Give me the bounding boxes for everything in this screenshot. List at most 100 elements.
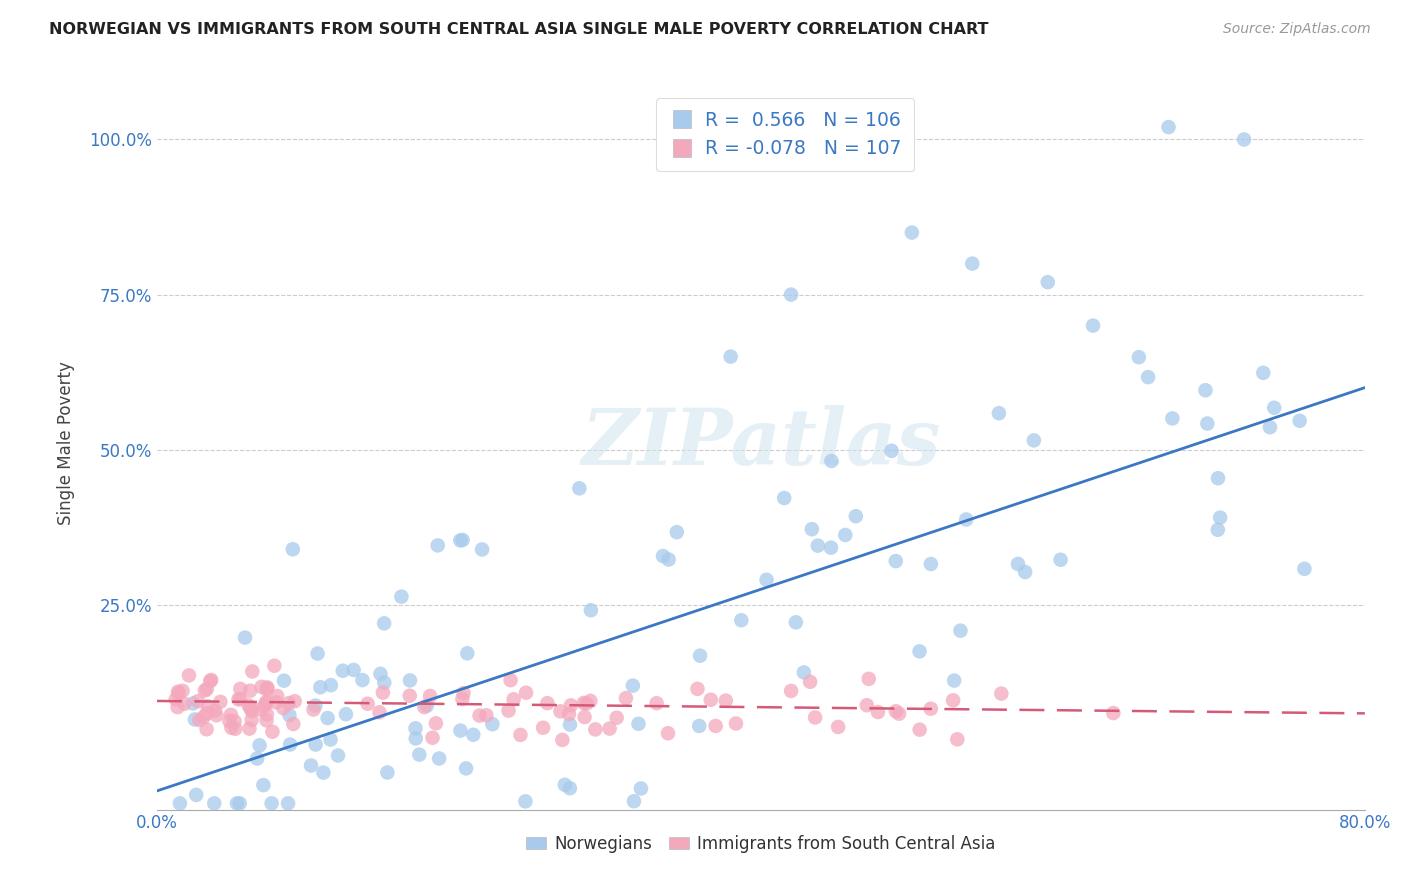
- Point: [820, 454, 842, 468]
- Point: [554, 778, 576, 792]
- Text: ZIPatlas: ZIPatlas: [581, 405, 941, 482]
- Point: [221, 721, 243, 735]
- Point: [1081, 318, 1104, 333]
- Point: [204, 704, 226, 718]
- Point: [256, 681, 278, 696]
- Point: [304, 738, 326, 752]
- Point: [254, 695, 277, 709]
- Point: [218, 714, 240, 728]
- Point: [1128, 350, 1150, 364]
- Point: [558, 717, 581, 731]
- Point: [714, 693, 737, 707]
- Point: [550, 704, 572, 718]
- Point: [233, 631, 256, 645]
- Point: [239, 683, 262, 698]
- Point: [193, 710, 215, 724]
- Point: [773, 491, 796, 505]
- Point: [579, 694, 602, 708]
- Point: [793, 665, 815, 680]
- Point: [1022, 434, 1045, 448]
- Point: [166, 700, 188, 714]
- Point: [273, 673, 295, 688]
- Point: [200, 673, 222, 687]
- Point: [1007, 557, 1029, 571]
- Point: [312, 765, 335, 780]
- Point: [195, 706, 218, 721]
- Point: [398, 689, 420, 703]
- Point: [253, 698, 276, 713]
- Point: [908, 644, 931, 658]
- Point: [186, 788, 208, 802]
- Point: [281, 542, 304, 557]
- Point: [780, 684, 803, 698]
- Point: [574, 710, 596, 724]
- Point: [302, 702, 325, 716]
- Point: [228, 797, 250, 811]
- Point: [256, 707, 278, 722]
- Point: [188, 713, 211, 727]
- Point: [368, 706, 391, 720]
- Point: [309, 680, 332, 694]
- Point: [1197, 417, 1219, 431]
- Point: [256, 714, 278, 728]
- Point: [962, 256, 984, 270]
- Text: Source: ZipAtlas.com: Source: ZipAtlas.com: [1223, 22, 1371, 37]
- Point: [451, 691, 474, 706]
- Point: [834, 528, 856, 542]
- Point: [184, 713, 207, 727]
- Point: [200, 673, 222, 688]
- Point: [700, 692, 723, 706]
- Point: [451, 533, 474, 547]
- Point: [1233, 132, 1256, 146]
- Point: [209, 695, 232, 709]
- Point: [807, 539, 830, 553]
- Point: [686, 681, 709, 696]
- Point: [1206, 471, 1229, 485]
- Point: [264, 695, 287, 709]
- Point: [800, 522, 823, 536]
- Point: [187, 694, 209, 708]
- Point: [568, 481, 591, 495]
- Point: [254, 696, 277, 710]
- Point: [256, 682, 278, 697]
- Point: [413, 700, 436, 714]
- Point: [326, 748, 349, 763]
- Point: [558, 781, 581, 796]
- Point: [319, 678, 342, 692]
- Point: [260, 797, 283, 811]
- Point: [332, 664, 354, 678]
- Point: [799, 674, 821, 689]
- Point: [240, 665, 263, 679]
- Point: [884, 704, 907, 718]
- Point: [370, 666, 392, 681]
- Point: [920, 702, 942, 716]
- Point: [249, 739, 271, 753]
- Point: [804, 710, 827, 724]
- Point: [238, 698, 260, 713]
- Point: [202, 797, 225, 811]
- Point: [614, 691, 637, 706]
- Point: [599, 722, 621, 736]
- Point: [884, 554, 907, 568]
- Point: [307, 647, 329, 661]
- Point: [704, 719, 727, 733]
- Point: [427, 751, 450, 765]
- Point: [551, 733, 574, 747]
- Point: [627, 716, 650, 731]
- Point: [880, 443, 903, 458]
- Point: [453, 686, 475, 700]
- Point: [278, 708, 301, 723]
- Point: [262, 724, 284, 739]
- Point: [197, 699, 219, 714]
- Point: [856, 698, 879, 713]
- Point: [416, 698, 439, 713]
- Point: [531, 721, 554, 735]
- Point: [623, 794, 645, 808]
- Point: [515, 794, 537, 808]
- Point: [316, 711, 339, 725]
- Point: [229, 681, 252, 696]
- Point: [228, 692, 250, 706]
- Point: [1161, 411, 1184, 425]
- Point: [724, 716, 747, 731]
- Point: [652, 549, 675, 563]
